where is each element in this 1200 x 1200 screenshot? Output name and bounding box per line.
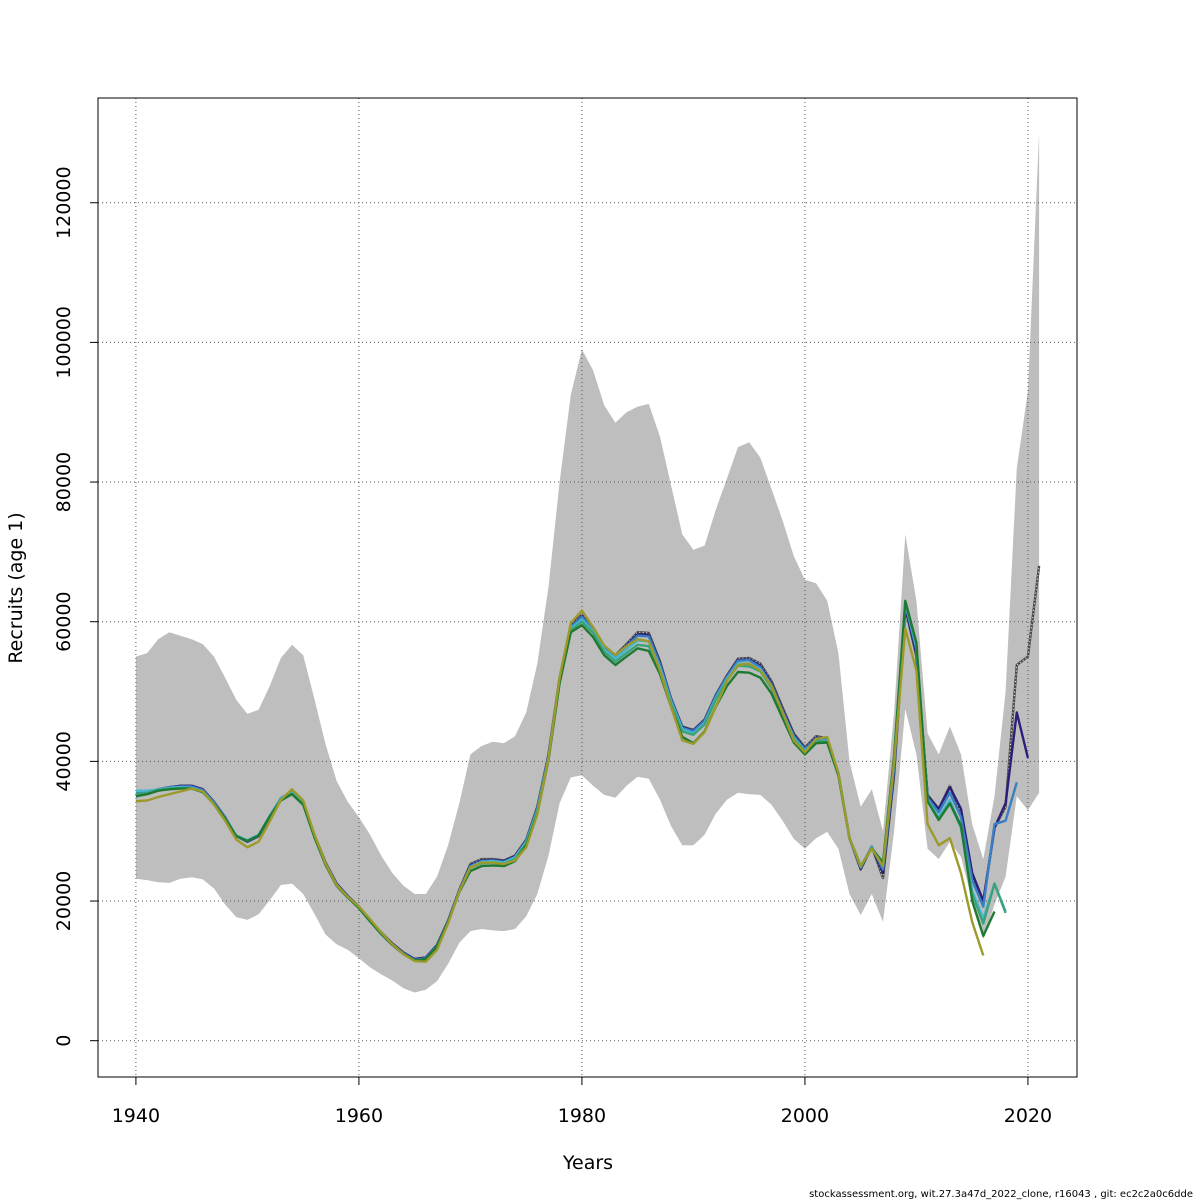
y-axis-title: Recruits (age 1) — [5, 512, 27, 663]
plot-frame — [97, 97, 1078, 1078]
y-tick-label: 60000 — [53, 591, 75, 651]
confidence-band-layer — [135, 132, 1040, 993]
x-tick-label: 2000 — [781, 1105, 829, 1127]
y-tick-label: 80000 — [53, 452, 75, 512]
y-tick-label: 20000 — [53, 871, 75, 931]
x-tick-label: 2020 — [1004, 1105, 1052, 1127]
series-line-7 — [135, 609, 985, 963]
series-layer — [135, 565, 1041, 963]
y-tick-label: 120000 — [53, 166, 75, 239]
footer-credit: stockassessment.org, wit.27.3a47d_2022_c… — [809, 1189, 1193, 1200]
axis-layer: 1940 1960 1980 2000 2020 0 20000 40000 60000 8000… — [53, 166, 1052, 1127]
x-axis-title: Years — [562, 1152, 613, 1174]
confidence-band — [135, 132, 1040, 993]
y-tick-label: 100000 — [53, 306, 75, 379]
x-tick-label: 1960 — [335, 1105, 383, 1127]
x-tick-label: 1940 — [112, 1105, 160, 1127]
x-tick-label: 1980 — [558, 1105, 606, 1127]
y-tick-label: 40000 — [53, 731, 75, 791]
y-tick-label: 0 — [53, 1035, 75, 1047]
